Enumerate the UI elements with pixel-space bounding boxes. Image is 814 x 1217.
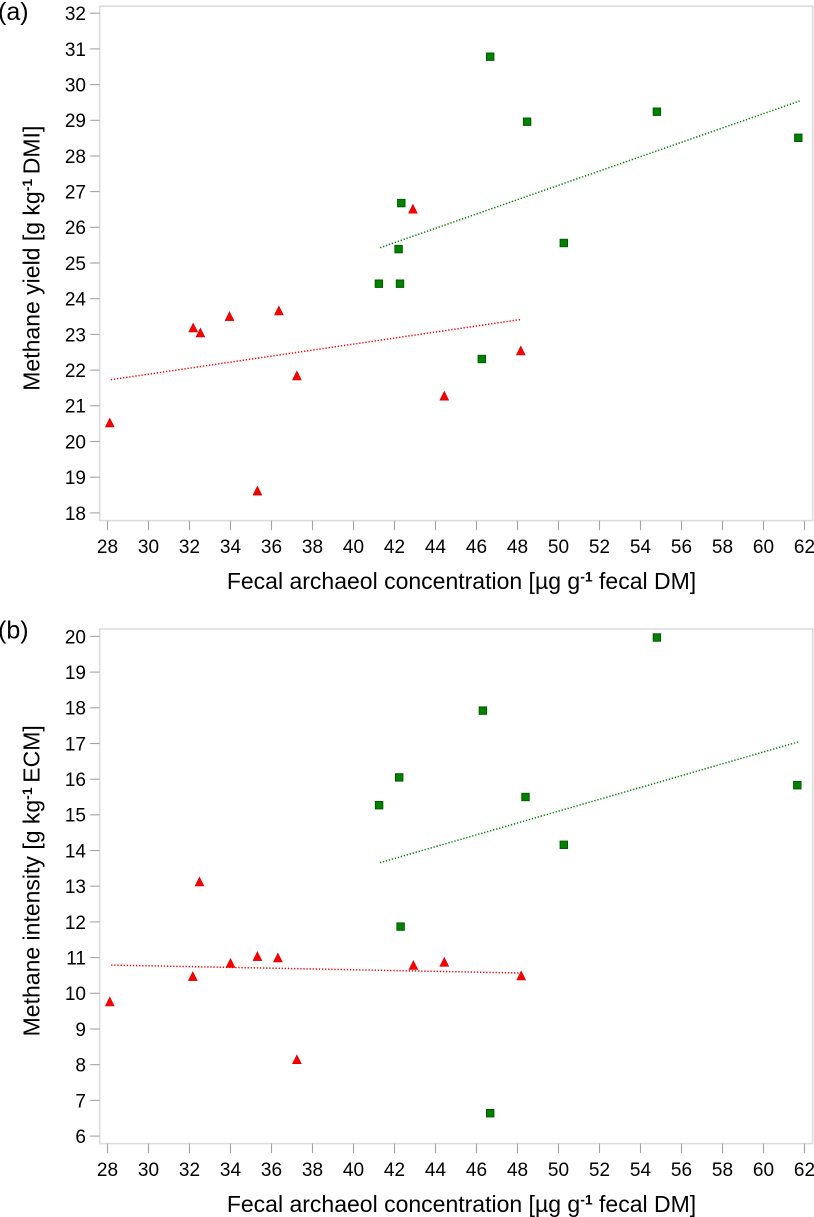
svg-text:48: 48 (507, 537, 528, 558)
svg-text:50: 50 (548, 1160, 569, 1181)
svg-text:62: 62 (794, 1160, 814, 1181)
svg-text:58: 58 (712, 537, 733, 558)
svg-text:31: 31 (65, 40, 86, 61)
svg-text:30: 30 (138, 537, 159, 558)
svg-text:44: 44 (425, 537, 447, 558)
svg-text:11: 11 (66, 949, 86, 970)
svg-text:52: 52 (589, 537, 610, 558)
svg-text:46: 46 (466, 1160, 487, 1181)
svg-text:14: 14 (65, 841, 87, 862)
svg-text:22: 22 (65, 361, 86, 382)
svg-text:40: 40 (343, 1160, 364, 1181)
svg-text:23: 23 (65, 325, 86, 346)
svg-text:38: 38 (302, 537, 323, 558)
svg-text:Methane yield [g kg-1 DMI]: Methane yield [g kg-1 DMI] (19, 126, 45, 391)
svg-text:9: 9 (75, 1020, 86, 1041)
svg-text:25: 25 (65, 254, 86, 275)
svg-text:32: 32 (65, 4, 86, 25)
svg-text:21: 21 (65, 397, 86, 418)
svg-text:58: 58 (712, 1160, 733, 1181)
svg-text:28: 28 (97, 1160, 118, 1181)
svg-text:13: 13 (65, 877, 86, 898)
svg-text:16: 16 (65, 770, 86, 791)
svg-text:7: 7 (75, 1091, 86, 1112)
svg-text:(a): (a) (0, 0, 29, 26)
svg-text:56: 56 (671, 1160, 692, 1181)
svg-text:26: 26 (65, 218, 86, 239)
svg-text:52: 52 (589, 1160, 610, 1181)
svg-text:28: 28 (97, 537, 118, 558)
svg-text:(b): (b) (0, 617, 29, 645)
svg-text:30: 30 (138, 1160, 159, 1181)
svg-text:27: 27 (65, 183, 86, 204)
svg-text:56: 56 (671, 537, 692, 558)
svg-text:18: 18 (65, 699, 86, 720)
svg-text:20: 20 (65, 432, 86, 453)
svg-text:12: 12 (65, 913, 86, 934)
svg-text:42: 42 (384, 1160, 405, 1181)
svg-text:44: 44 (425, 1160, 447, 1181)
svg-text:Fecal archaeol concentration [: Fecal archaeol concentration [µg g-1 fec… (227, 1191, 696, 1217)
svg-text:18: 18 (65, 504, 86, 525)
svg-text:42: 42 (384, 537, 405, 558)
svg-text:30: 30 (65, 76, 86, 97)
svg-text:8: 8 (75, 1056, 86, 1077)
svg-text:48: 48 (507, 1160, 528, 1181)
svg-text:34: 34 (220, 1160, 242, 1181)
svg-text:19: 19 (65, 468, 86, 489)
svg-text:6: 6 (75, 1127, 86, 1148)
svg-text:17: 17 (65, 734, 86, 755)
svg-text:32: 32 (179, 1160, 200, 1181)
svg-text:Methane intensity [g kg-1 ECM]: Methane intensity [g kg-1 ECM] (19, 725, 45, 1036)
svg-text:40: 40 (343, 537, 364, 558)
svg-text:28: 28 (65, 147, 86, 168)
svg-text:19: 19 (65, 663, 86, 684)
svg-text:62: 62 (794, 537, 814, 558)
svg-text:54: 54 (630, 537, 652, 558)
svg-text:Fecal archaeol concentration [: Fecal archaeol concentration [µg g-1 fec… (227, 568, 696, 594)
svg-text:54: 54 (630, 1160, 652, 1181)
svg-text:38: 38 (302, 1160, 323, 1181)
svg-text:60: 60 (753, 1160, 774, 1181)
svg-text:10: 10 (65, 984, 86, 1005)
svg-text:15: 15 (65, 806, 86, 827)
svg-text:36: 36 (261, 537, 282, 558)
svg-text:24: 24 (65, 290, 87, 311)
svg-text:20: 20 (65, 627, 86, 648)
svg-text:29: 29 (65, 111, 86, 132)
svg-text:46: 46 (466, 537, 487, 558)
svg-text:34: 34 (220, 537, 242, 558)
svg-text:60: 60 (753, 537, 774, 558)
svg-text:32: 32 (179, 537, 200, 558)
svg-text:36: 36 (261, 1160, 282, 1181)
svg-text:50: 50 (548, 537, 569, 558)
